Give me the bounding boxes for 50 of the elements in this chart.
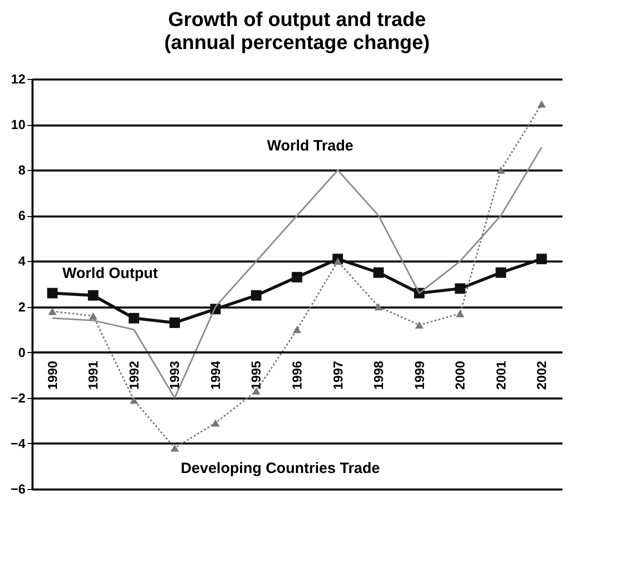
point — [374, 303, 383, 310]
chart-title: Growth of output and trade — [168, 9, 426, 31]
series-label: World Output — [62, 265, 158, 282]
point — [537, 100, 546, 108]
point — [454, 283, 466, 294]
point — [211, 419, 220, 427]
x-tick-label: 2000 — [452, 360, 468, 390]
x-tick-label: 1999 — [412, 360, 427, 390]
series-label: Developing Countries Trade — [180, 460, 380, 477]
x-tick-label: 1996 — [290, 360, 304, 390]
y-tick-label: −6 — [10, 482, 26, 496]
point — [292, 272, 302, 282]
x-tick-label: 2002 — [534, 360, 550, 390]
series-label: World Trade — [267, 138, 354, 155]
point — [496, 267, 506, 278]
point — [47, 288, 58, 298]
x-tick-label: 2001 — [493, 360, 508, 390]
point — [415, 321, 424, 329]
y-tick-label: 8 — [18, 162, 26, 178]
point — [250, 290, 262, 301]
point — [48, 308, 57, 315]
y-tick-label: 2 — [18, 299, 26, 314]
y-tick-label: 4 — [18, 254, 26, 269]
point — [88, 290, 98, 301]
point — [334, 258, 342, 265]
y-tick-label: −2 — [10, 390, 26, 406]
point — [128, 312, 140, 324]
x-tick-label: 1993 — [167, 360, 182, 390]
point — [130, 396, 138, 404]
y-tick-label: 0 — [18, 344, 26, 360]
point — [292, 326, 302, 334]
point — [169, 317, 180, 328]
x-tick-label: 1995 — [248, 360, 264, 390]
x-tick-label: 1992 — [126, 360, 142, 390]
y-tick-label: −4 — [10, 436, 26, 451]
point — [496, 166, 506, 174]
x-tick-label: 1998 — [371, 360, 386, 390]
point — [456, 310, 464, 318]
point — [536, 254, 547, 264]
x-tick-label: 1991 — [86, 360, 101, 390]
x-tick-label: 1990 — [44, 360, 60, 390]
y-tick-label: 10 — [11, 117, 26, 132]
x-tick-label: 1994 — [208, 360, 223, 390]
point — [170, 444, 179, 452]
x-tick-label: 1997 — [330, 360, 346, 390]
point — [373, 267, 384, 278]
chart-subtitle: (annual percentage change) — [164, 32, 430, 54]
point — [88, 312, 98, 320]
y-tick-label: 12 — [11, 72, 26, 86]
y-tick-label: 6 — [18, 208, 26, 224]
